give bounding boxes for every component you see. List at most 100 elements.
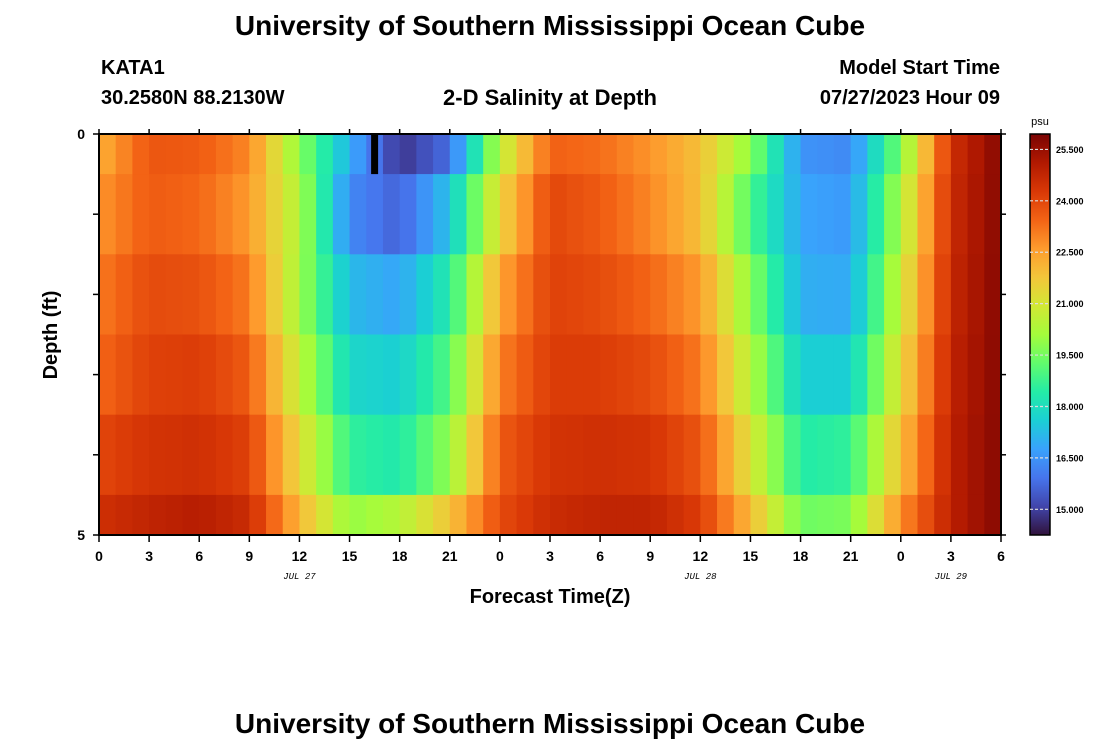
heatmap-cell	[349, 174, 367, 255]
heatmap-cell	[934, 134, 952, 175]
heatmap-cell	[800, 414, 818, 496]
heatmap-cell	[215, 134, 234, 175]
heatmap-cell	[249, 134, 267, 175]
date-label: JUL 27	[283, 572, 316, 582]
heatmap-cell	[817, 414, 835, 496]
x-axis: 0 3 6 9 12 15 18 21 0 3 6 9 12 15 18 21 0 3 6 JUL 27 JUL 28 J…	[95, 129, 1005, 582]
heatmap-cells	[99, 134, 1002, 536]
heatmap-cell	[867, 494, 885, 536]
x-tick-label: 21	[843, 548, 859, 564]
x-tick-label: 9	[646, 548, 654, 564]
x-tick-label: 21	[442, 548, 458, 564]
heatmap-cell	[833, 134, 852, 175]
heatmap-cell	[733, 134, 752, 175]
heatmap-cell	[366, 254, 384, 336]
heatmap-cell	[767, 134, 785, 175]
heatmap-cell	[733, 414, 752, 496]
heatmap-cell	[115, 174, 133, 255]
heatmap-cell	[950, 334, 969, 416]
x-tick-label: 12	[292, 548, 308, 564]
heatmap-cell	[833, 174, 852, 255]
heatmap-cell	[934, 414, 952, 496]
heatmap-cell	[399, 494, 417, 536]
heatmap-cell	[900, 414, 919, 496]
heatmap-cell	[249, 494, 267, 536]
heatmap-cell	[349, 134, 367, 175]
model-start-label: Model Start Time	[839, 57, 1000, 79]
heatmap-cell	[483, 134, 501, 175]
station-coordinates: 30.2580N 88.2130W	[101, 87, 285, 109]
page-title: University of Southern Mississippi Ocean…	[234, 10, 866, 41]
heatmap-cell	[149, 494, 167, 536]
heatmap-cell	[683, 134, 701, 175]
heatmap-cell	[767, 414, 785, 496]
heatmap-cell	[650, 134, 668, 175]
heatmap-cell	[917, 174, 935, 255]
heatmap-cell	[165, 494, 184, 536]
y-axis: 05	[77, 126, 1006, 543]
colorbar-tick-label: 18.000	[1056, 402, 1084, 412]
x-tick-label: 3	[145, 548, 153, 564]
colorbar-tick-label: 25.500	[1056, 145, 1084, 155]
heatmap-cell	[266, 174, 284, 255]
heatmap-cell	[399, 134, 417, 175]
heatmap-cell	[616, 494, 635, 536]
heatmap-cell	[783, 174, 802, 255]
heatmap-cell	[666, 254, 685, 336]
heatmap-cell	[783, 494, 802, 536]
date-label: JUL 28	[684, 572, 717, 582]
heatmap-cell	[833, 414, 852, 496]
heatmap-cell	[950, 254, 969, 336]
heatmap-cell	[165, 414, 184, 496]
heatmap-cell	[466, 494, 484, 536]
heatmap-cell	[533, 334, 551, 416]
x-tick-label: 18	[793, 548, 809, 564]
heatmap-cell	[683, 334, 701, 416]
heatmap-cell	[650, 334, 668, 416]
heatmap-cell	[650, 494, 668, 536]
heatmap-cell	[967, 494, 985, 536]
heatmap-cell	[550, 414, 568, 496]
heatmap-cell	[967, 254, 985, 336]
heatmap-cell	[650, 174, 668, 255]
heatmap-cell	[182, 134, 200, 175]
marker-layer	[371, 134, 379, 175]
x-tick-label: 3	[546, 548, 554, 564]
heatmap-cell	[934, 334, 952, 416]
x-tick-label: 18	[392, 548, 408, 564]
heatmap-cell	[316, 414, 334, 496]
date-label: JUL 29	[935, 572, 968, 582]
heatmap-cell	[867, 134, 885, 175]
heatmap-cell	[767, 174, 785, 255]
heatmap-cell	[850, 494, 868, 536]
heatmap-cell	[616, 174, 635, 255]
heatmap-cell	[600, 334, 618, 416]
x-axis-title: Forecast Time(Z)	[470, 586, 631, 608]
heatmap-cell	[132, 174, 150, 255]
heatmap-cell	[99, 174, 117, 255]
heatmap-cell	[416, 334, 434, 416]
heatmap-cell	[750, 174, 768, 255]
y-tick-label: 5	[77, 527, 85, 543]
heatmap-cell	[717, 254, 735, 336]
heatmap-cell	[800, 174, 818, 255]
x-tick-label: 3	[947, 548, 955, 564]
heatmap-cell	[282, 494, 301, 536]
heatmap-cell	[366, 494, 384, 536]
heatmap-cell	[984, 134, 1002, 175]
heatmap-cell	[633, 254, 651, 336]
heatmap-cell	[917, 334, 935, 416]
heatmap-cell	[583, 134, 601, 175]
heatmap-cell	[516, 334, 534, 416]
heatmap-cell	[600, 174, 618, 255]
heatmap-cell	[132, 494, 150, 536]
heatmap-cell	[850, 334, 868, 416]
heatmap-cell	[600, 254, 618, 336]
heatmap-cell	[583, 254, 601, 336]
heatmap-cell	[499, 414, 518, 496]
heatmap-cell	[99, 334, 117, 416]
heatmap-cell	[332, 134, 351, 175]
heatmap-cell	[232, 174, 250, 255]
heatmap-cell	[934, 174, 952, 255]
heatmap-cell	[232, 414, 250, 496]
